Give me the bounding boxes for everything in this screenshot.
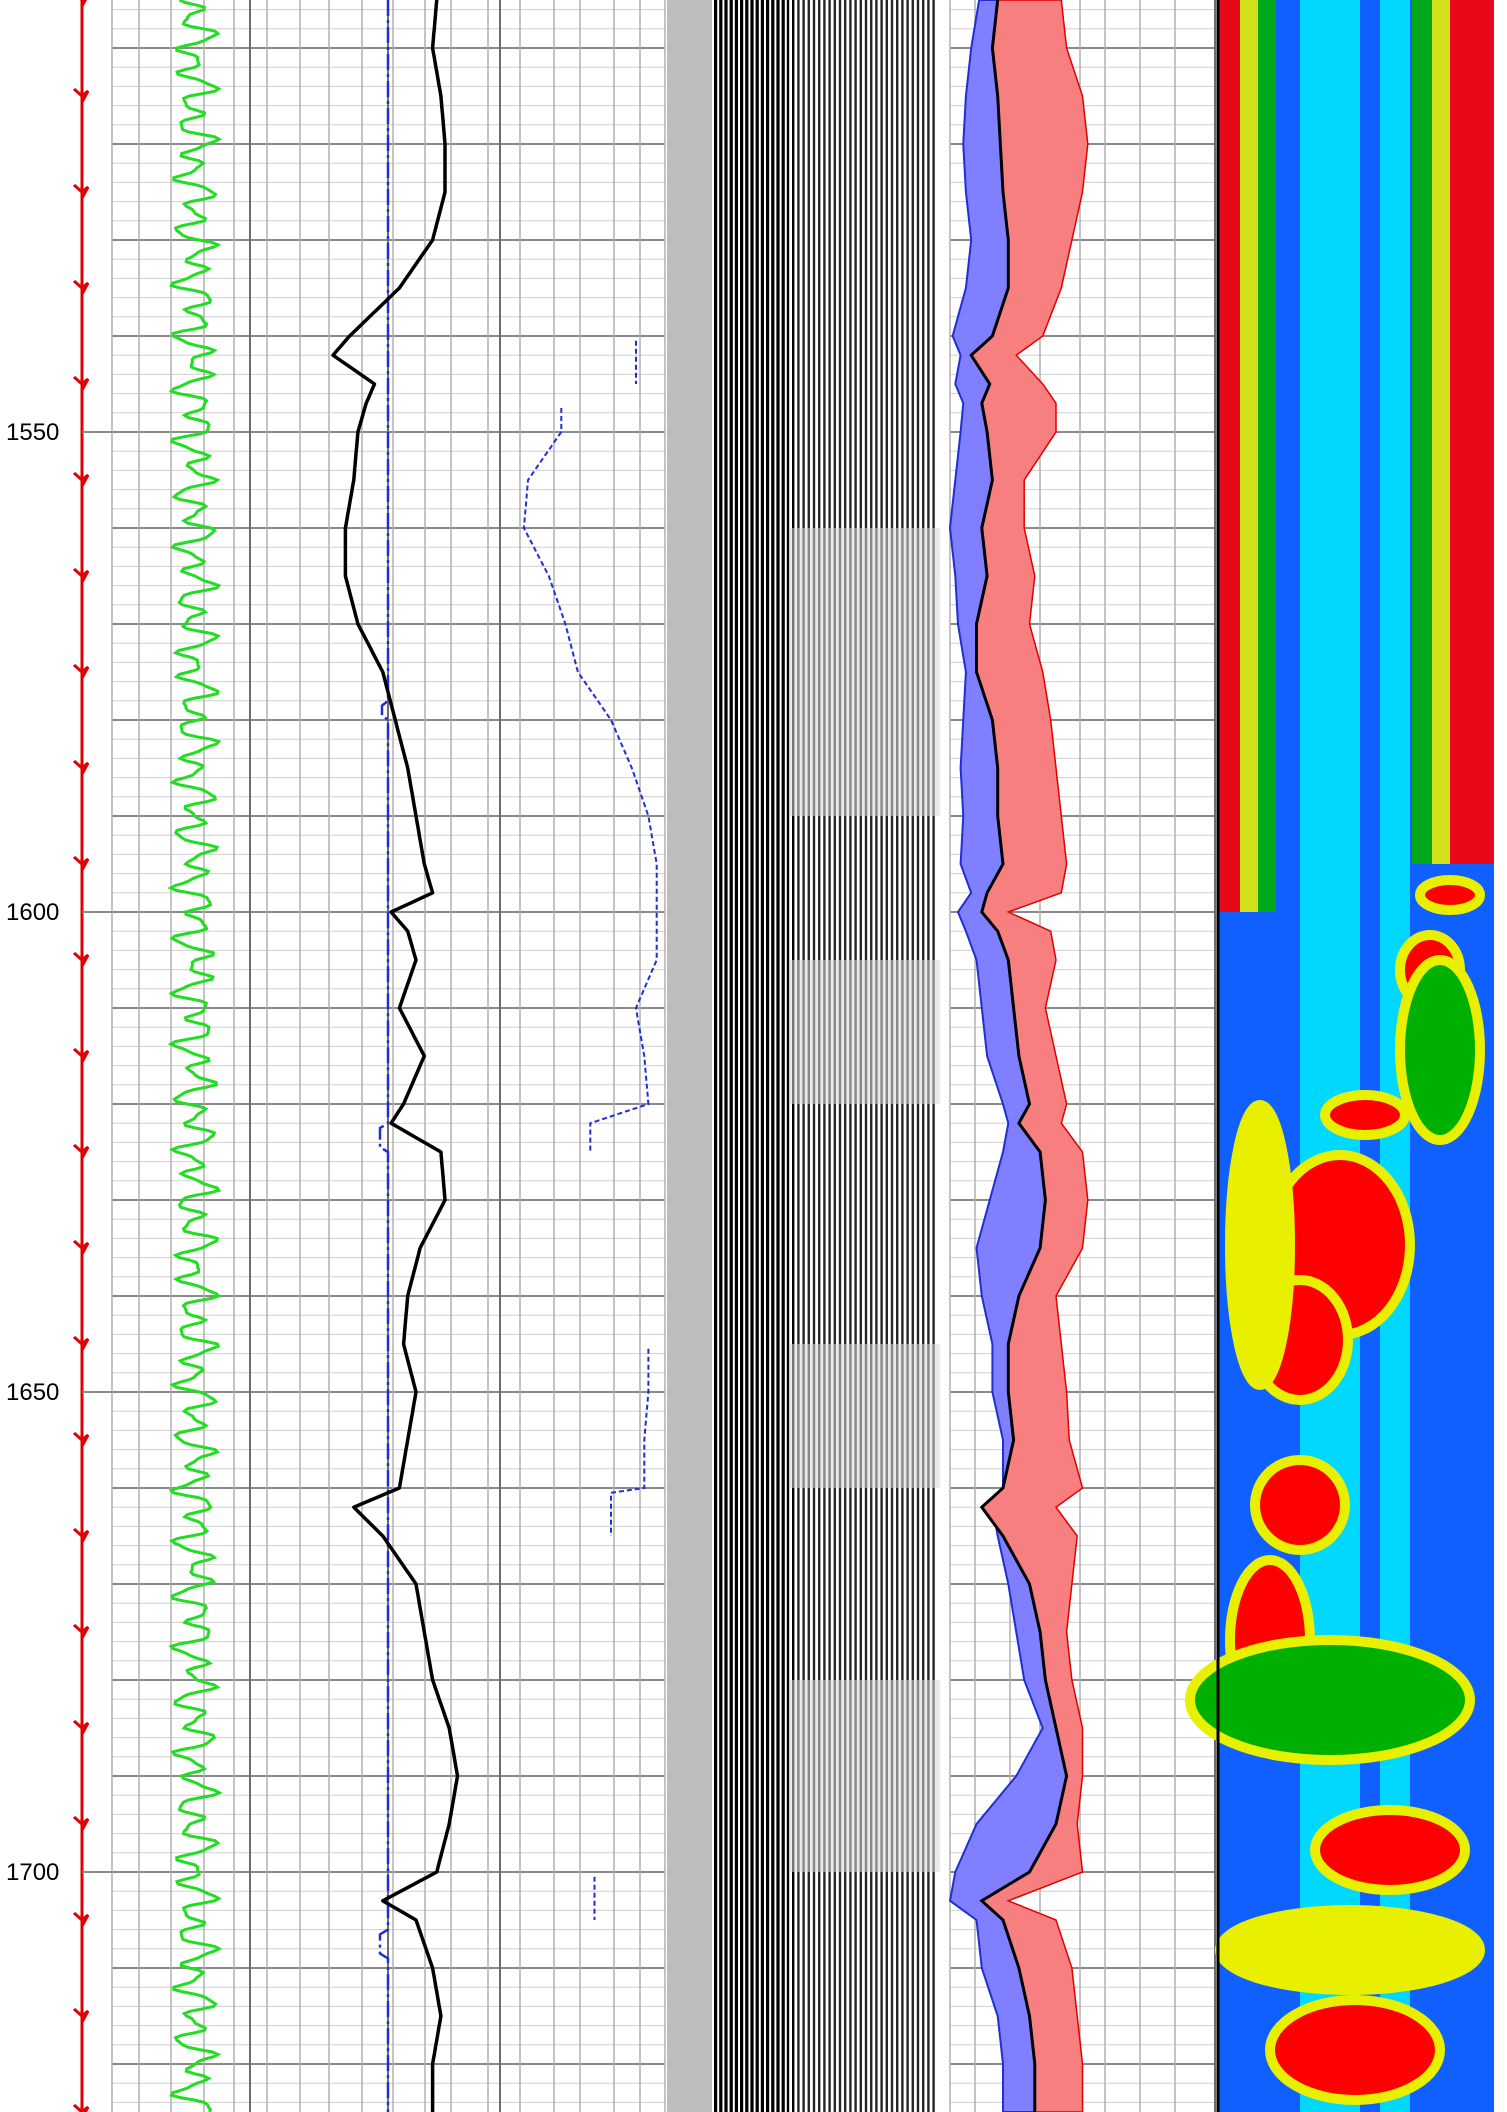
depth-label-1550: 1550 <box>6 419 59 446</box>
green-curve <box>167 0 223 2112</box>
depth-tick <box>73 375 90 391</box>
waveform-trace <box>719 0 723 2112</box>
curve-tracks <box>167 0 658 2112</box>
image-blob <box>1395 955 1485 1145</box>
waveform-attenuation-zone <box>790 1680 940 1872</box>
blue-dashed-curve <box>522 340 658 1920</box>
depth-tick <box>73 567 90 583</box>
waveform-trace <box>714 0 718 2112</box>
depth-tick <box>73 279 90 295</box>
waveform-attenuation-zone <box>790 528 940 816</box>
image-band <box>1412 0 1432 864</box>
image-band <box>1432 0 1450 864</box>
depth-tick <box>73 1431 90 1447</box>
depth-label-1600: 1600 <box>6 899 59 926</box>
waveform-trace <box>766 0 770 2112</box>
depth-tick <box>73 1527 90 1543</box>
waveform-gray-band <box>667 0 712 2112</box>
image-blob <box>1250 1455 1350 1555</box>
depth-tick <box>73 1143 90 1159</box>
waveform-trace <box>745 0 749 2112</box>
depth-tick <box>73 855 90 871</box>
black-fill-boundary <box>969 0 1069 2112</box>
image-band <box>1450 0 1494 864</box>
waveform-trace <box>786 0 790 2112</box>
color-image-track <box>1185 0 1507 2112</box>
depth-tick <box>73 1719 90 1735</box>
depth-tick <box>73 663 90 679</box>
waveform-trace <box>760 0 764 2112</box>
blue-dashdot-curve <box>378 0 390 2112</box>
waveform-trace <box>755 0 759 2112</box>
waveform-trace <box>771 0 775 2112</box>
image-band <box>1300 0 1360 2112</box>
depth-tick <box>73 2103 90 2112</box>
image-blob <box>1185 1635 1475 1765</box>
waveform-track <box>667 0 940 2112</box>
waveform-trace <box>724 0 728 2112</box>
waveform-attenuation-zone <box>790 1344 940 1488</box>
depth-tick <box>79 0 87 7</box>
depth-tick <box>73 1335 90 1351</box>
waveform-trace <box>740 0 744 2112</box>
depth-tick <box>73 183 90 199</box>
image-blob <box>1320 1090 1410 1140</box>
waveform-attenuation-zone <box>790 960 940 1104</box>
image-blob <box>1415 875 1485 915</box>
waveform-trace <box>776 0 780 2112</box>
image-band <box>1258 0 1276 912</box>
image-band <box>1218 0 1240 912</box>
depth-tick <box>73 759 90 775</box>
depth-tick <box>73 87 90 103</box>
depth-tick <box>73 1623 90 1639</box>
image-blob <box>1215 1905 1485 1995</box>
depth-tick <box>73 471 90 487</box>
image-blob <box>1310 1805 1470 1895</box>
image-band <box>1240 0 1258 912</box>
image-blob <box>1225 1100 1295 1390</box>
depth-tick <box>73 1911 90 1927</box>
depth-tick <box>73 1047 90 1063</box>
depth-axis: 1550 1600 1650 1700 <box>6 0 112 2112</box>
depth-tick <box>73 1815 90 1831</box>
depth-tick <box>73 1239 90 1255</box>
waveform-trace <box>734 0 738 2112</box>
image-right-margin <box>1494 0 1507 2112</box>
depth-label-1650: 1650 <box>6 1379 59 1406</box>
depth-label-1700: 1700 <box>6 1859 59 1886</box>
waveform-trace <box>729 0 733 2112</box>
waveform-trace <box>750 0 754 2112</box>
depth-tick <box>73 2007 90 2023</box>
black-solid-curve <box>331 0 460 2112</box>
depth-tick <box>73 951 90 967</box>
filled-curve-track <box>948 0 1089 2112</box>
waveform-trace <box>781 0 785 2112</box>
image-blob <box>1265 1995 1445 2105</box>
